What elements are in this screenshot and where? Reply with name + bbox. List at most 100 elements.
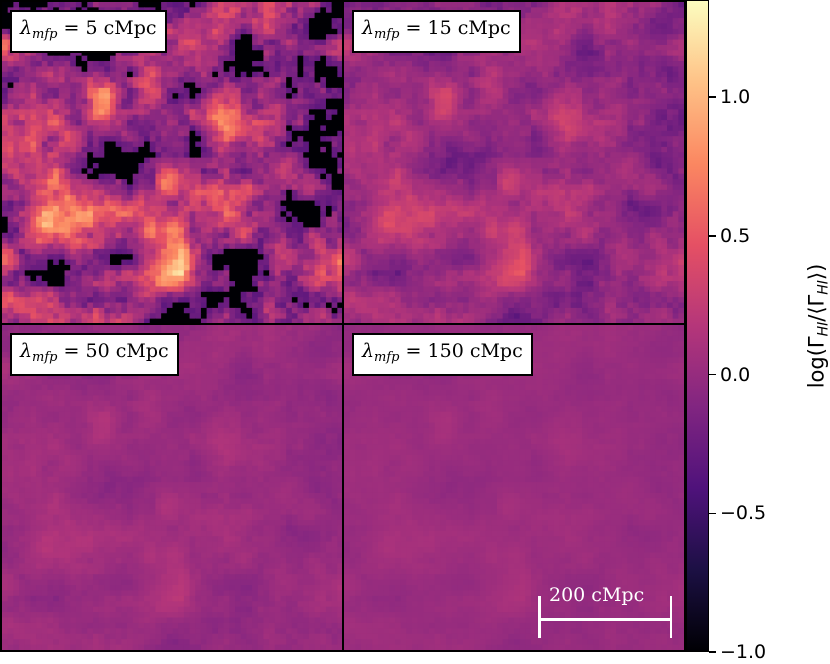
- field-cell: [451, 50, 458, 57]
- field-cell: [644, 2, 651, 8]
- field-cell: [36, 125, 43, 132]
- field-cell: [633, 23, 640, 30]
- field-cell: [178, 109, 185, 116]
- field-cell: [280, 82, 287, 89]
- field-cell: [383, 61, 390, 67]
- field-cell: [229, 71, 236, 78]
- field-cell: [30, 152, 37, 159]
- field-cell: [36, 297, 43, 304]
- field-cell: [650, 7, 657, 14]
- field-cell: [200, 152, 208, 159]
- field-cell: [325, 248, 333, 255]
- field-cell: [183, 152, 191, 159]
- field-cell: [417, 61, 424, 67]
- field-cell: [132, 232, 139, 239]
- field-cell: [7, 120, 14, 127]
- field-cell: [434, 61, 441, 67]
- field-cell: [638, 50, 645, 57]
- field-cell: [166, 307, 174, 314]
- field-cell: [331, 7, 338, 14]
- field-cell: [491, 50, 498, 57]
- field-cell: [223, 216, 230, 223]
- field-cell: [47, 195, 54, 202]
- field-cell: [366, 120, 373, 127]
- field-cell: [166, 146, 174, 153]
- field-cell: [19, 146, 26, 153]
- field-cell: [314, 157, 321, 164]
- field-cell: [58, 200, 66, 207]
- field-cell: [195, 120, 202, 127]
- field-cell: [235, 28, 242, 35]
- field-cell: [183, 168, 191, 175]
- field-cell: [235, 184, 242, 191]
- field-cell: [229, 232, 236, 239]
- field-cell: [252, 259, 259, 266]
- field-cell: [269, 281, 276, 288]
- field-cell: [331, 136, 338, 143]
- field-cell: [491, 109, 498, 116]
- field-cell: [525, 28, 532, 35]
- field-cell: [144, 66, 151, 73]
- field-cell: [87, 55, 94, 62]
- field-cell: [263, 297, 270, 304]
- field-cell: [47, 264, 54, 271]
- field-cell: [189, 281, 196, 288]
- field-cell: [172, 18, 179, 25]
- field-cell: [98, 93, 105, 100]
- field-cell: [570, 39, 577, 46]
- field-cell: [98, 157, 105, 164]
- field-cell: [13, 50, 20, 57]
- field-cell: [212, 238, 219, 245]
- field-cell: [269, 179, 276, 186]
- field-cell: [331, 152, 338, 159]
- field-cell: [325, 264, 333, 271]
- field-cell: [650, 61, 657, 67]
- field-cell: [440, 109, 447, 116]
- field-cell: [650, 114, 657, 121]
- field-cell: [331, 184, 338, 191]
- field-cell: [161, 222, 168, 228]
- field-cell: [344, 120, 351, 127]
- field-cell: [144, 270, 151, 277]
- field-cell: [263, 12, 270, 19]
- field-cell: [109, 98, 117, 105]
- field-cell: [337, 211, 343, 218]
- field-cell: [217, 141, 225, 148]
- field-cell: [109, 200, 117, 207]
- field-cell: [98, 270, 105, 277]
- field-cell: [149, 120, 157, 127]
- field-cell: [132, 103, 139, 110]
- field-cell: [195, 23, 202, 30]
- field-cell: [235, 286, 242, 293]
- field-cell: [314, 254, 321, 261]
- field-cell: [314, 232, 321, 239]
- field-cell: [548, 34, 555, 41]
- field-cell: [587, 44, 594, 51]
- field-cell: [291, 152, 299, 159]
- field-cell: [274, 248, 282, 255]
- field-cell: [672, 120, 679, 127]
- field-cell: [485, 93, 492, 100]
- field-cell: [678, 120, 684, 127]
- field-cell: [303, 50, 310, 57]
- field-cell: [667, 12, 674, 19]
- field-cell: [104, 270, 111, 277]
- field-cell: [200, 141, 208, 148]
- field-cell: [274, 136, 282, 143]
- field-cell: [252, 291, 259, 298]
- field-cell: [200, 259, 208, 266]
- field-cell: [633, 120, 640, 127]
- field-cell: [389, 87, 396, 94]
- field-cell: [252, 184, 259, 191]
- field-cell: [155, 179, 162, 186]
- field-cell: [104, 216, 111, 223]
- field-cell: [104, 168, 111, 175]
- field-cell: [366, 98, 373, 105]
- field-cell: [616, 61, 623, 67]
- field-cell: [87, 66, 94, 73]
- field-cell: [149, 238, 157, 245]
- field-cell: [325, 2, 333, 8]
- field-cell: [161, 55, 168, 62]
- field-cell: [257, 168, 265, 175]
- field-cell: [189, 55, 196, 62]
